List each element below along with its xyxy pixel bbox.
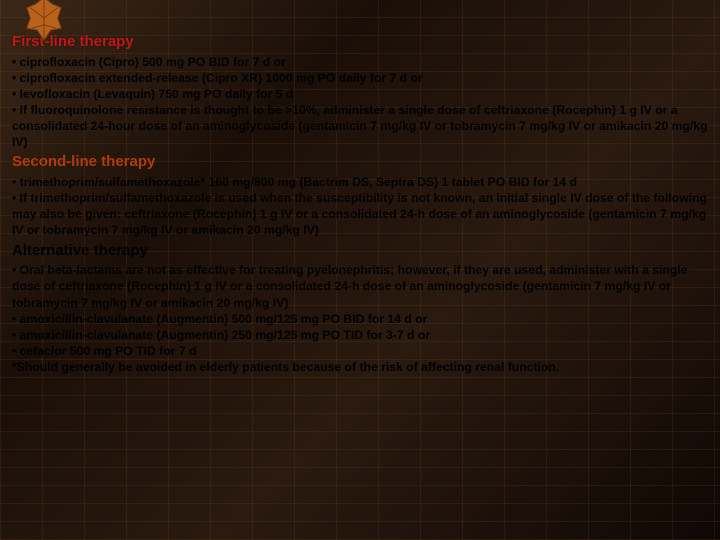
- bullet-line: • amoxicillin-clavulanate (Augmentin) 25…: [12, 327, 708, 343]
- bullet-line: • levofloxacin (Levaquin) 750 mg PO dail…: [12, 86, 708, 102]
- alt-block: • Oral beta-lactams are not as effective…: [12, 262, 708, 375]
- bullet-line: • ciprofloxacin (Cipro) 500 mg PO BID fo…: [12, 54, 708, 70]
- heading-alternative: Alternative therapy: [12, 241, 708, 261]
- bullet-line: • cefaclor 500 mg PO TID for 7 d: [12, 343, 708, 359]
- second-line-block: • trimethoprim/sulfamethoxazole* 160 mg/…: [12, 174, 708, 238]
- bullet-line: • ciprofloxacin extended-release (Cipro …: [12, 70, 708, 86]
- bullet-line: • If trimethoprim/sulfamethoxazole is us…: [12, 190, 708, 238]
- heading-second-line: Second-line therapy: [12, 152, 708, 172]
- document-body: First-line therapy • ciprofloxacin (Cipr…: [12, 30, 708, 536]
- bullet-line: • Oral beta-lactams are not as effective…: [12, 262, 708, 310]
- footnote-line: *Should generally be avoided in elderly …: [12, 359, 708, 375]
- bullet-line: • trimethoprim/sulfamethoxazole* 160 mg/…: [12, 174, 708, 190]
- first-line-block: • ciprofloxacin (Cipro) 500 mg PO BID fo…: [12, 54, 708, 151]
- bullet-line: • amoxicillin-clavulanate (Augmentin) 50…: [12, 311, 708, 327]
- heading-first-line: First-line therapy: [12, 32, 708, 52]
- leaf-decoration: [18, 0, 70, 44]
- bullet-line: • If fluoroquinolone resistance is thoug…: [12, 102, 708, 150]
